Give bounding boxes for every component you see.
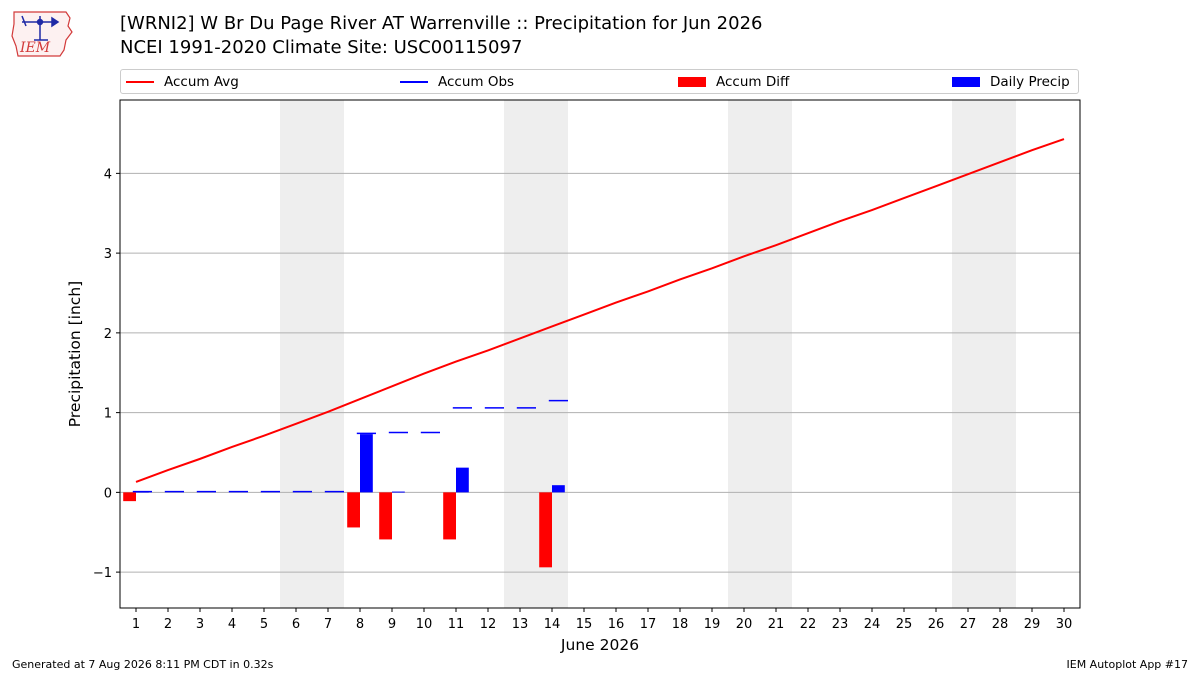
xtick-label-14: 14 <box>544 617 561 632</box>
weekend-band-0 <box>280 100 344 608</box>
iem-logo: IEM <box>11 11 73 57</box>
diff-bar-day-11 <box>443 492 456 540</box>
daily-bar-day-9 <box>392 491 405 493</box>
xtick-label-25: 25 <box>896 617 913 632</box>
xtick-label-27: 27 <box>960 617 977 632</box>
daily-bar-day-8 <box>360 434 373 493</box>
footer-app-text: IEM Autoplot App #17 <box>1066 658 1189 671</box>
legend-swatch-accum-avg <box>126 80 154 83</box>
legend-swatch-daily-precip <box>952 76 980 87</box>
diff-bar-day-8 <box>347 492 360 528</box>
legend-item-daily-precip: Daily Precip <box>952 70 1070 93</box>
xtick-label-17: 17 <box>640 617 657 632</box>
ytick-label-0: −1 <box>93 566 112 581</box>
legend-item-accum-obs: Accum Obs <box>400 70 514 93</box>
diff-bar-day-1 <box>123 492 136 502</box>
xtick-label-28: 28 <box>992 617 1009 632</box>
weekend-band-3 <box>952 100 1016 608</box>
xtick-label-9: 9 <box>388 617 396 632</box>
xtick-label-19: 19 <box>704 617 721 632</box>
xtick-label-21: 21 <box>768 617 785 632</box>
ytick-label-5: 4 <box>104 167 112 182</box>
legend-item-accum-avg: Accum Avg <box>126 70 239 93</box>
legend-item-accum-diff: Accum Diff <box>678 70 789 93</box>
chart-title: [WRNI2] W Br Du Page River AT Warrenvill… <box>120 13 763 34</box>
legend-label-accum-avg: Accum Avg <box>164 73 239 90</box>
ytick-label-4: 3 <box>104 247 112 262</box>
xtick-label-24: 24 <box>864 617 881 632</box>
weekend-band-1 <box>504 100 568 608</box>
x-axis-label: June 2026 <box>560 636 639 654</box>
xtick-label-23: 23 <box>832 617 849 632</box>
xtick-label-1: 1 <box>132 617 140 632</box>
legend: Accum Avg Accum Obs Accum Diff Daily Pre… <box>120 69 1079 94</box>
xtick-label-15: 15 <box>576 617 593 632</box>
xtick-label-2: 2 <box>164 617 172 632</box>
xtick-label-11: 11 <box>448 617 465 632</box>
xtick-label-30: 30 <box>1056 617 1073 632</box>
legend-swatch-accum-obs <box>400 80 428 83</box>
legend-swatch-accum-diff <box>678 76 706 87</box>
legend-label-accum-obs: Accum Obs <box>438 73 515 90</box>
diff-bar-day-14 <box>539 492 552 568</box>
xtick-label-4: 4 <box>228 617 236 632</box>
daily-bar-day-11 <box>456 467 469 493</box>
xtick-label-12: 12 <box>480 617 497 632</box>
chart-subtitle: NCEI 1991-2020 Climate Site: USC00115097 <box>120 37 523 58</box>
plot-frame <box>119 99 1081 609</box>
xtick-label-7: 7 <box>324 617 332 632</box>
xtick-label-5: 5 <box>260 617 268 632</box>
logo-text: IEM <box>19 40 51 56</box>
ytick-label-1: 0 <box>104 486 112 501</box>
xtick-label-18: 18 <box>672 617 689 632</box>
xtick-label-3: 3 <box>196 617 204 632</box>
diff-bar-day-9 <box>379 492 392 540</box>
legend-label-daily-precip: Daily Precip <box>990 73 1070 90</box>
xtick-label-8: 8 <box>356 617 364 632</box>
y-axis-label: Precipitation [inch] <box>66 281 84 427</box>
xtick-label-16: 16 <box>608 617 625 632</box>
weekend-band-2 <box>728 100 792 608</box>
xtick-label-20: 20 <box>736 617 753 632</box>
footer-generated-text: Generated at 7 Aug 2026 8:11 PM CDT in 0… <box>12 658 274 671</box>
weather-vane-icon <box>21 15 60 41</box>
ytick-label-2: 1 <box>104 407 112 422</box>
accum-avg-line <box>135 138 1065 483</box>
xtick-label-10: 10 <box>416 617 433 632</box>
legend-label-accum-diff: Accum Diff <box>716 73 790 90</box>
xtick-label-29: 29 <box>1024 617 1041 632</box>
xtick-label-13: 13 <box>512 617 529 632</box>
xtick-label-22: 22 <box>800 617 817 632</box>
daily-bar-day-14 <box>552 485 565 493</box>
xtick-label-6: 6 <box>292 617 300 632</box>
ytick-label-3: 2 <box>104 327 112 342</box>
xtick-label-26: 26 <box>928 617 945 632</box>
